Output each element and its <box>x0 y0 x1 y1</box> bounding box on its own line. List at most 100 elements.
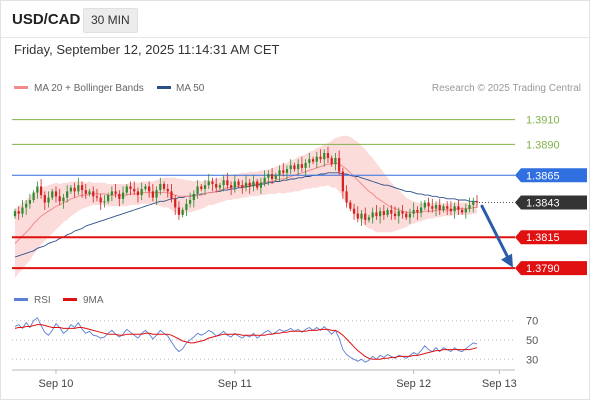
candle-body <box>222 180 225 186</box>
candle-body <box>185 203 188 210</box>
candle-body <box>431 206 434 209</box>
rsi-layer <box>14 317 478 363</box>
candle-body <box>203 185 207 189</box>
candle-body <box>420 207 423 213</box>
candle-body <box>196 186 199 194</box>
rsi-tick-label: 70 <box>526 316 538 328</box>
candle-body <box>375 212 378 217</box>
candle-body <box>252 181 255 187</box>
x-tick-label: Sep 13 <box>482 378 517 390</box>
candle-body <box>397 211 400 217</box>
chart-legend: MA 20 + Bollinger Bands MA 50 Research ©… <box>14 83 581 94</box>
pivot-level-tag <box>515 168 587 183</box>
candle-body <box>80 185 84 191</box>
current-level-tag <box>515 195 587 210</box>
candle-body <box>215 183 218 188</box>
candle-body <box>334 157 337 165</box>
rsi-grid: 70 50 30 <box>12 316 538 366</box>
candle-body <box>434 205 438 209</box>
candles-layer <box>13 146 479 227</box>
candle-body <box>289 165 292 170</box>
rsi-legend-label: RSI <box>34 295 51 306</box>
candle-body <box>386 209 389 215</box>
candle-body <box>47 197 50 203</box>
levels-layer <box>12 119 515 270</box>
candle-body <box>218 185 222 188</box>
candle-body <box>103 201 106 203</box>
x-tick-label: Sep 11 <box>218 378 252 390</box>
pivot-level-label: 1.3865 <box>526 170 560 182</box>
candle-body <box>248 182 251 187</box>
candle-body <box>43 195 46 203</box>
candle-body <box>114 191 117 194</box>
candle-body <box>311 159 315 162</box>
candle-body <box>352 208 356 214</box>
candle-body <box>192 193 195 201</box>
forecast-layer <box>480 204 513 268</box>
candle-body <box>319 156 322 160</box>
candle-body <box>73 187 76 192</box>
candle-body <box>367 217 371 220</box>
candle-body <box>468 205 471 209</box>
candle-body <box>174 198 177 208</box>
candle-body <box>189 200 192 204</box>
candle-body <box>25 203 28 208</box>
support-level-label: 1.3815 <box>526 232 560 244</box>
candle-body <box>267 174 270 178</box>
candle-body <box>21 207 24 214</box>
candle-body <box>211 181 214 184</box>
candle-body <box>472 201 475 205</box>
resistance-level-label: 1.3910 <box>526 115 560 127</box>
candle-body <box>207 181 210 186</box>
candle-body <box>460 209 464 213</box>
candle-body <box>338 157 341 172</box>
ma20-legend-swatch <box>14 86 28 89</box>
candle-body <box>379 211 382 217</box>
candle-body <box>181 209 184 215</box>
candle-body <box>62 197 65 202</box>
candle-body <box>144 186 147 189</box>
candle-body <box>412 209 415 214</box>
candle-body <box>326 153 330 158</box>
candle-body <box>345 191 348 203</box>
candle-body <box>449 208 453 212</box>
candle-body <box>148 186 151 192</box>
candle-body <box>405 213 408 218</box>
candle-body <box>237 181 240 186</box>
rsi-legend: RSI 9MA <box>14 295 104 306</box>
candle-body <box>371 212 374 218</box>
candle-body <box>308 159 311 163</box>
rsi-legend-swatch <box>14 298 28 301</box>
timeframe-button[interactable]: 30 MIN <box>83 8 138 33</box>
candle-body <box>393 213 397 217</box>
candle-body <box>390 209 393 214</box>
candle-body <box>274 175 277 179</box>
candle-body <box>438 205 441 210</box>
candle-body <box>278 170 281 176</box>
candle-body <box>297 164 300 170</box>
credit-text: Research © 2025 Trading Central <box>432 83 581 94</box>
candle-body <box>364 213 367 220</box>
candle-body <box>401 211 404 214</box>
candle-body <box>84 190 87 194</box>
x-tick-label: Sep 10 <box>39 378 74 390</box>
forecast-arrow-head <box>501 253 513 268</box>
candle-body <box>36 186 39 193</box>
candle-body <box>200 186 203 189</box>
candle-body <box>177 207 181 215</box>
candle-body <box>151 191 154 198</box>
x-tick-label: Sep 12 <box>396 378 431 390</box>
chart-header: USD/CAD 30 MIN <box>1 1 589 38</box>
rsi-ma-line <box>14 324 478 360</box>
candle-body <box>423 202 426 208</box>
bollinger-bands <box>15 135 477 278</box>
ma50-legend-swatch <box>157 86 171 89</box>
candle-body <box>285 169 289 173</box>
support-level-tag <box>515 261 587 276</box>
candle-body <box>241 185 244 188</box>
candle-body <box>32 192 35 201</box>
ma20-legend-label: MA 20 + Bollinger Bands <box>34 83 144 94</box>
candle-body <box>58 196 61 202</box>
candle-body <box>304 162 307 168</box>
